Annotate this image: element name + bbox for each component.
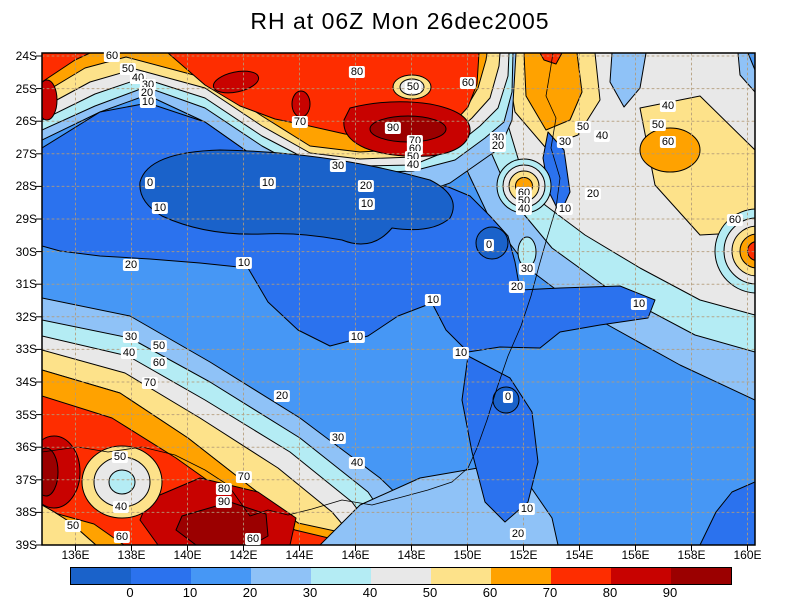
colorbar-segment <box>131 568 191 584</box>
colorbar-segment <box>551 568 611 584</box>
colorbar <box>70 567 732 585</box>
chart-title: RH at 06Z Mon 26dec2005 <box>250 8 550 34</box>
colorbar-segment <box>71 568 131 584</box>
colorbar-segment <box>251 568 311 584</box>
colorbar-segment <box>311 568 371 584</box>
colorbar-segment <box>491 568 551 584</box>
plot-border <box>41 52 756 546</box>
colorbar-segment <box>431 568 491 584</box>
colorbar-segment <box>611 568 671 584</box>
colorbar-segment <box>671 568 731 584</box>
colorbar-segment <box>191 568 251 584</box>
coastline <box>42 53 561 517</box>
axis-ticks <box>36 55 748 551</box>
colorbar-segment <box>371 568 431 584</box>
grid-lines <box>42 53 755 545</box>
